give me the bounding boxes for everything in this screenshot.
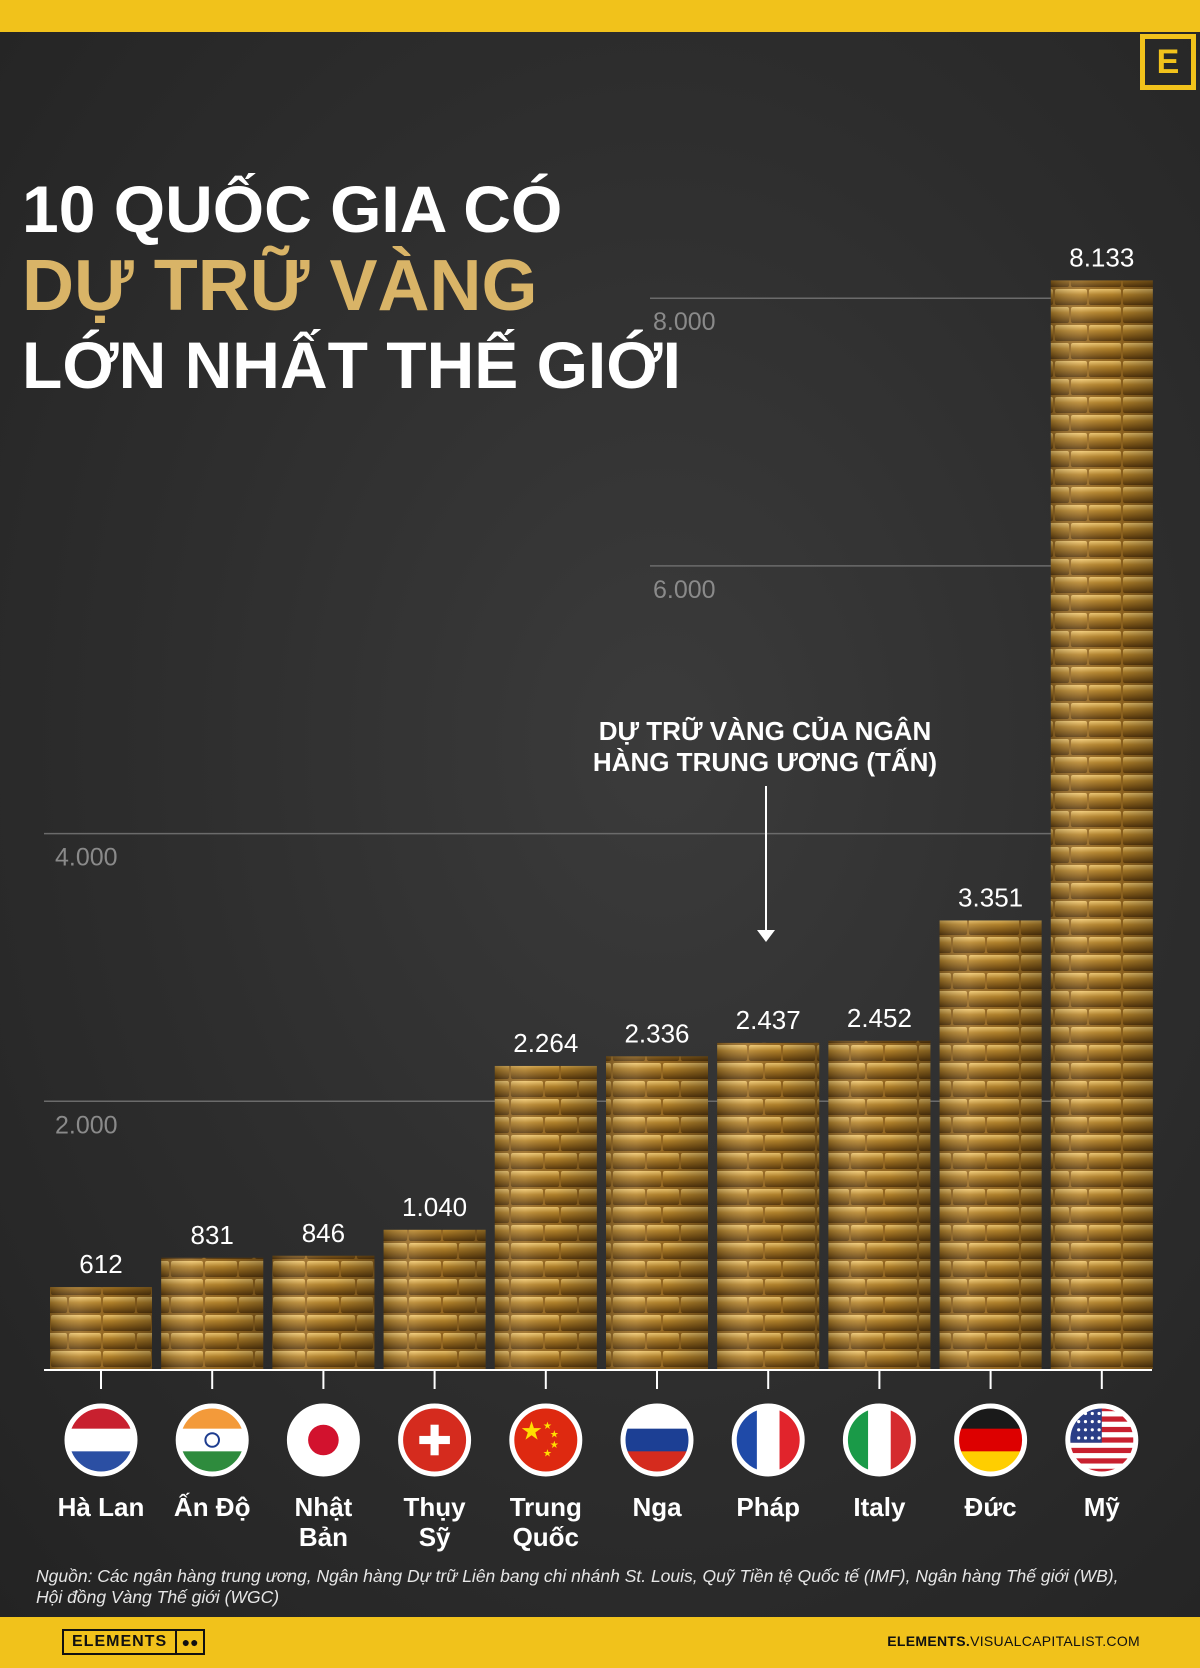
- title-line-3: LỚN NHẤT THẾ GIỚI: [22, 328, 681, 402]
- svg-text:★: ★: [550, 1440, 559, 1451]
- footer-band: [0, 1617, 1200, 1668]
- footer-brand: ELEMENTS ●●: [62, 1629, 206, 1655]
- category-label: Ấn Độ: [174, 1492, 251, 1522]
- category-label: Italy: [853, 1492, 906, 1522]
- bar-value-label: 846: [302, 1218, 345, 1248]
- flag-ring: [64, 1403, 138, 1477]
- flag-ring: [1065, 1403, 1139, 1477]
- svg-text:★: ★: [543, 1448, 552, 1459]
- bar-shine: [939, 920, 1042, 1369]
- bar-shine: [383, 1229, 486, 1369]
- category-label: Pháp: [736, 1492, 800, 1522]
- svg-text:★: ★: [550, 1429, 559, 1440]
- bar-shine: [161, 1257, 264, 1369]
- bar-shine: [828, 1040, 931, 1369]
- bar-value-label: 2.264: [513, 1028, 578, 1058]
- footer-site-rest: VISUALCAPITALIST.COM: [970, 1633, 1140, 1649]
- flag-ring: [398, 1403, 472, 1477]
- bar-value-label: 3.351: [958, 882, 1023, 912]
- flag-ring: [842, 1403, 916, 1477]
- gridline-label: 6.000: [653, 576, 716, 604]
- elements-logo-icon: E: [1140, 34, 1196, 90]
- category-label: Nga: [632, 1492, 682, 1522]
- annotation-arrow-line: [765, 786, 767, 934]
- category-label: Thụy: [404, 1492, 467, 1522]
- top-accent-band: [0, 0, 1200, 32]
- flag-ring: [731, 1403, 805, 1477]
- source-note: Nguồn: Các ngân hàng trung ương, Ngân hà…: [36, 1566, 1119, 1607]
- footer-site-bold: ELEMENTS.: [887, 1633, 971, 1649]
- flag-ring: [954, 1403, 1028, 1477]
- bar-shine: [1050, 280, 1153, 1369]
- axis-annotation: DỰ TRỮ VÀNG CỦA NGÂN HÀNG TRUNG ƯƠNG (TẤ…: [592, 716, 938, 777]
- bar-shine: [606, 1056, 708, 1369]
- category-label: Mỹ: [1084, 1492, 1121, 1522]
- bar-value-label: 1.040: [402, 1192, 467, 1222]
- category-label: Trung: [510, 1492, 582, 1522]
- svg-text:★: ★: [543, 1421, 552, 1432]
- category-label: Nhật: [295, 1492, 353, 1522]
- title-line-2: DỰ TRỮ VÀNG: [22, 246, 538, 326]
- bar-value-label: 2.336: [624, 1018, 689, 1048]
- gridline-label: 4.000: [55, 844, 118, 872]
- title-line-1: 10 QUỐC GIA CÓ: [22, 172, 563, 246]
- footer-site: ELEMENTS.VISUALCAPITALIST.COM: [887, 1633, 1140, 1649]
- bar-shine: [50, 1287, 152, 1369]
- down-arrow-icon: [757, 930, 775, 942]
- bar-value-label: 2.452: [847, 1003, 912, 1033]
- svg-text:★: ★: [520, 1416, 543, 1446]
- bar-value-label: 612: [79, 1249, 122, 1279]
- flag-ring: [175, 1403, 249, 1477]
- category-label: Sỹ: [419, 1522, 451, 1552]
- bar-shine: [272, 1255, 375, 1369]
- binoculars-icon: ●●: [175, 1631, 203, 1653]
- category-label: Hà Lan: [58, 1492, 145, 1522]
- bar-shine: [717, 1042, 820, 1369]
- category-label: Bản: [299, 1522, 348, 1552]
- flag-ring: [286, 1403, 360, 1477]
- bar-value-label: 2.437: [736, 1005, 801, 1035]
- bar-shine: [494, 1065, 597, 1369]
- page-title: 10 QUỐC GIA CÓ DỰ TRỮ VÀNG LỚN NHẤT THẾ …: [22, 176, 681, 398]
- usa-flag-icon: [1067, 1406, 1136, 1474]
- category-label: Đức: [965, 1492, 1017, 1522]
- flag-ring: [620, 1403, 694, 1477]
- category-label: Quốc: [513, 1522, 579, 1552]
- gridline-label: 2.000: [55, 1111, 118, 1139]
- bar-value-label: 8.133: [1069, 242, 1134, 272]
- flag-ring: [509, 1403, 583, 1477]
- footer-brand-word: ELEMENTS: [72, 1633, 168, 1650]
- bar-value-label: 831: [191, 1220, 234, 1250]
- gridline-label: 8.000: [653, 308, 716, 336]
